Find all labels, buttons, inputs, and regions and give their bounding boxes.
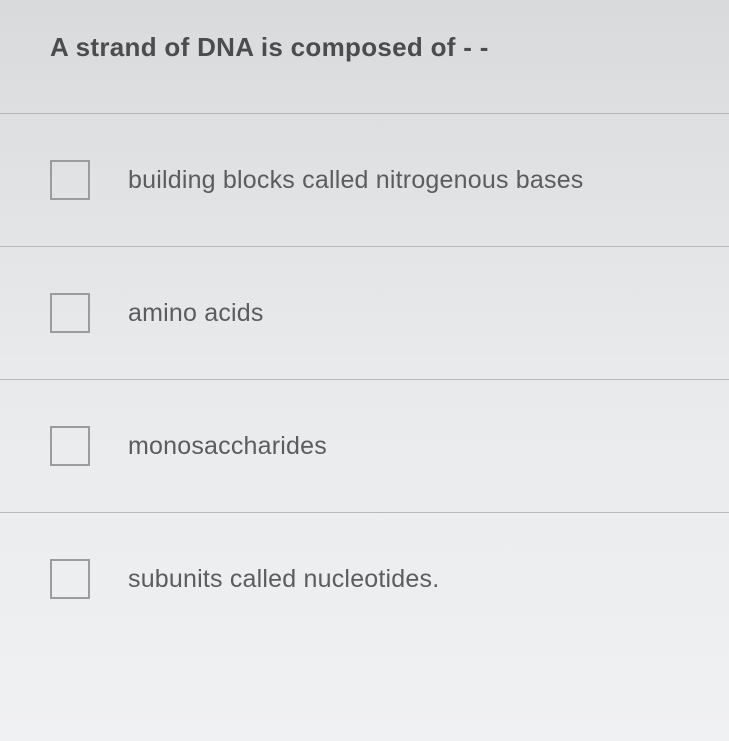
option-row[interactable]: monosaccharides	[0, 380, 729, 513]
options-list: building blocks called nitrogenous bases…	[0, 114, 729, 645]
checkbox[interactable]	[50, 559, 90, 599]
option-row[interactable]: building blocks called nitrogenous bases	[0, 114, 729, 247]
checkbox[interactable]	[50, 426, 90, 466]
option-label: building blocks called nitrogenous bases	[128, 166, 584, 195]
checkbox[interactable]	[50, 160, 90, 200]
quiz-container: A strand of DNA is composed of - - build…	[0, 0, 729, 741]
option-label: amino acids	[128, 299, 264, 328]
question-area: A strand of DNA is composed of - -	[0, 0, 729, 114]
option-row[interactable]: amino acids	[0, 247, 729, 380]
checkbox[interactable]	[50, 293, 90, 333]
option-row[interactable]: subunits called nucleotides.	[0, 513, 729, 645]
option-label: monosaccharides	[128, 432, 327, 461]
option-label: subunits called nucleotides.	[128, 565, 439, 594]
question-text: A strand of DNA is composed of - -	[50, 32, 689, 63]
